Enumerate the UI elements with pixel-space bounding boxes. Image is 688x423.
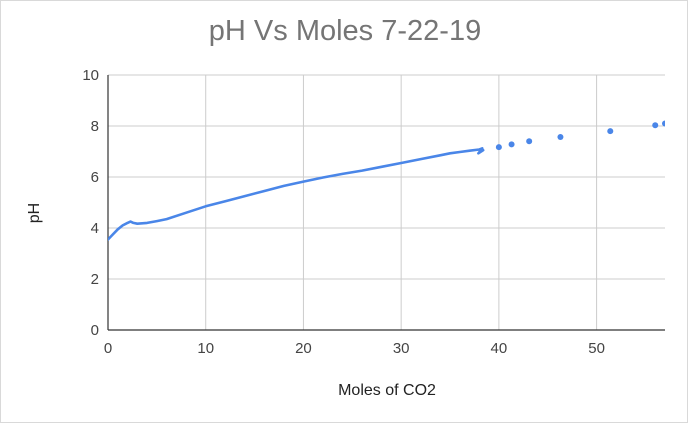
series-group [108,120,665,241]
y-tick-label: 0 [91,322,99,339]
data-point [495,144,502,151]
x-tick-label: 10 [197,340,214,357]
data-point [662,120,665,127]
data-series [108,120,665,241]
grid-lines [108,74,665,330]
chart-title: pH Vs Moles 7-22-19 [208,15,482,47]
data-point [526,138,533,145]
x-tick-label: 30 [393,340,410,357]
ph-line-series [108,147,485,241]
x-tick-label: 40 [491,340,508,357]
x-tick-label: 0 [104,340,112,357]
tick-labels: 0 2 4 6 8 10 0 10 20 30 40 50 [82,67,605,357]
y-tick-label: 8 [91,118,99,135]
y-tick-label: 2 [91,271,99,288]
data-point [652,122,659,129]
y-tick-label: 4 [91,220,99,237]
x-tick-label: 50 [588,340,605,357]
x-tick-label: 20 [295,340,312,357]
y-tick-label: 10 [82,67,99,84]
data-point [508,141,515,148]
axes [107,75,665,331]
y-axis-label: pH [26,202,43,224]
data-point [557,133,564,140]
x-axis-label: Moles of CO2 [338,382,436,399]
data-point [607,128,614,135]
y-tick-label: 6 [91,169,99,186]
